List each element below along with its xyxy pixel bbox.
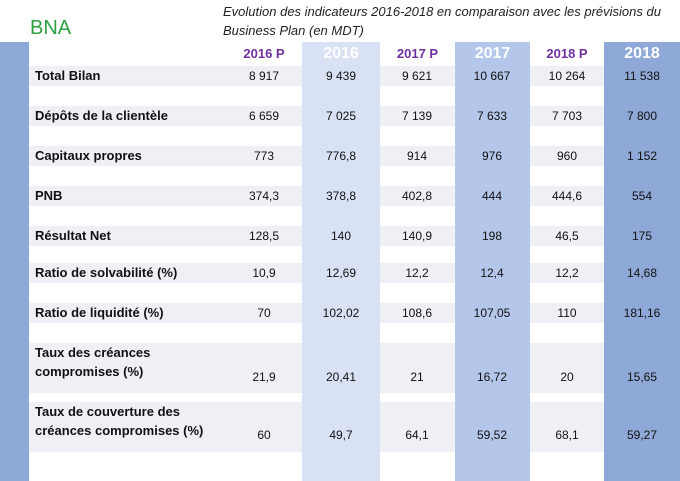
table-cell: 49,7	[329, 428, 353, 442]
table-cell: 6 659	[248, 109, 280, 123]
left-accent-bar	[0, 42, 29, 481]
table-cell: 10,9	[252, 266, 276, 280]
table-cell: 21	[410, 370, 424, 384]
column-2016-band	[302, 42, 380, 481]
header-2017: 2017	[474, 45, 511, 62]
row-label: Total Bilan	[35, 68, 101, 83]
row-label: Taux de couverture des créances compromi…	[35, 404, 204, 438]
brand-logo: BNA	[30, 17, 72, 39]
table-cell: 7 800	[626, 109, 658, 123]
table-cell: 7 703	[551, 109, 583, 123]
table-cell: 1 152	[626, 149, 658, 163]
row-label: PNB	[35, 188, 63, 203]
column-2018-band	[604, 42, 680, 481]
row-label: Capitaux propres	[35, 148, 142, 163]
table-cell: 7 633	[476, 109, 508, 123]
table-cell: 10 264	[548, 69, 586, 83]
table-cell: 402,8	[401, 189, 433, 203]
table-cell: 68,1	[555, 428, 579, 442]
column-2017-band	[455, 42, 530, 481]
table-cell: 554	[631, 189, 653, 203]
table-cell: 175	[631, 229, 653, 243]
table-cell: 12,2	[555, 266, 579, 280]
table-cell: 11 538	[624, 69, 660, 83]
table-cell: 16,72	[476, 370, 508, 384]
table-cell: 198	[481, 229, 503, 243]
table-cell: 9 439	[325, 69, 357, 83]
table-cell: 181,16	[623, 306, 661, 320]
table-cell: 107,05	[473, 306, 511, 320]
table-cell: 914	[406, 149, 428, 163]
table-cell: 60	[257, 428, 271, 442]
table-cell: 20	[560, 370, 574, 384]
row-label: Taux des créances compromises (%)	[35, 345, 151, 379]
row-label: Ratio de liquidité (%)	[35, 305, 164, 320]
table-cell: 776,8	[325, 149, 357, 163]
table-subtitle: Evolution des indicateurs 2016-2018 en c…	[223, 4, 661, 38]
header-2016: 2016	[323, 45, 359, 62]
table-cell: 8 917	[248, 69, 280, 83]
table-cell: 15,65	[626, 370, 658, 384]
table-cell: 773	[253, 149, 275, 163]
table-cell: 374,3	[248, 189, 280, 203]
table-cell: 102,02	[322, 306, 360, 320]
header-2016p: 2016 P	[243, 46, 285, 61]
table-cell: 12,4	[480, 266, 504, 280]
table-cell: 12,2	[405, 266, 429, 280]
row-label: Dépôts de la clientèle	[35, 108, 168, 123]
row-label: Résultat Net	[35, 228, 111, 243]
table-cell: 21,9	[252, 370, 276, 384]
table-cell: 14,68	[626, 266, 658, 280]
table-cell: 444	[481, 189, 503, 203]
table-cell: 70	[257, 306, 271, 320]
header-2017p: 2017 P	[396, 46, 439, 61]
table-cell: 59,52	[476, 428, 508, 442]
header-2018p: 2018 P	[546, 46, 588, 61]
table-cell: 976	[481, 149, 503, 163]
table-cell: 110	[557, 306, 577, 320]
table-cell: 64,1	[405, 428, 429, 442]
table-cell: 59,27	[626, 428, 658, 442]
table-cell: 378,8	[325, 189, 357, 203]
table-cell: 444,6	[551, 189, 583, 203]
header-2018: 2018	[624, 45, 660, 62]
table-cell: 7 025	[325, 109, 357, 123]
table-cell: 128,5	[248, 229, 280, 243]
table-cell: 140	[330, 229, 352, 243]
table-cell: 9 621	[401, 69, 433, 83]
table-cell: 140,9	[401, 229, 433, 243]
table-cell: 10 667	[473, 69, 511, 83]
table-cell: 12,69	[325, 266, 357, 280]
table-cell: 960	[556, 149, 578, 163]
row-label: Ratio de solvabilité (%)	[35, 265, 178, 280]
table-cell: 20,41	[325, 370, 357, 384]
table-cell: 108,6	[401, 306, 433, 320]
table-cell: 7 139	[401, 109, 433, 123]
table-cell: 46,5	[555, 229, 579, 243]
